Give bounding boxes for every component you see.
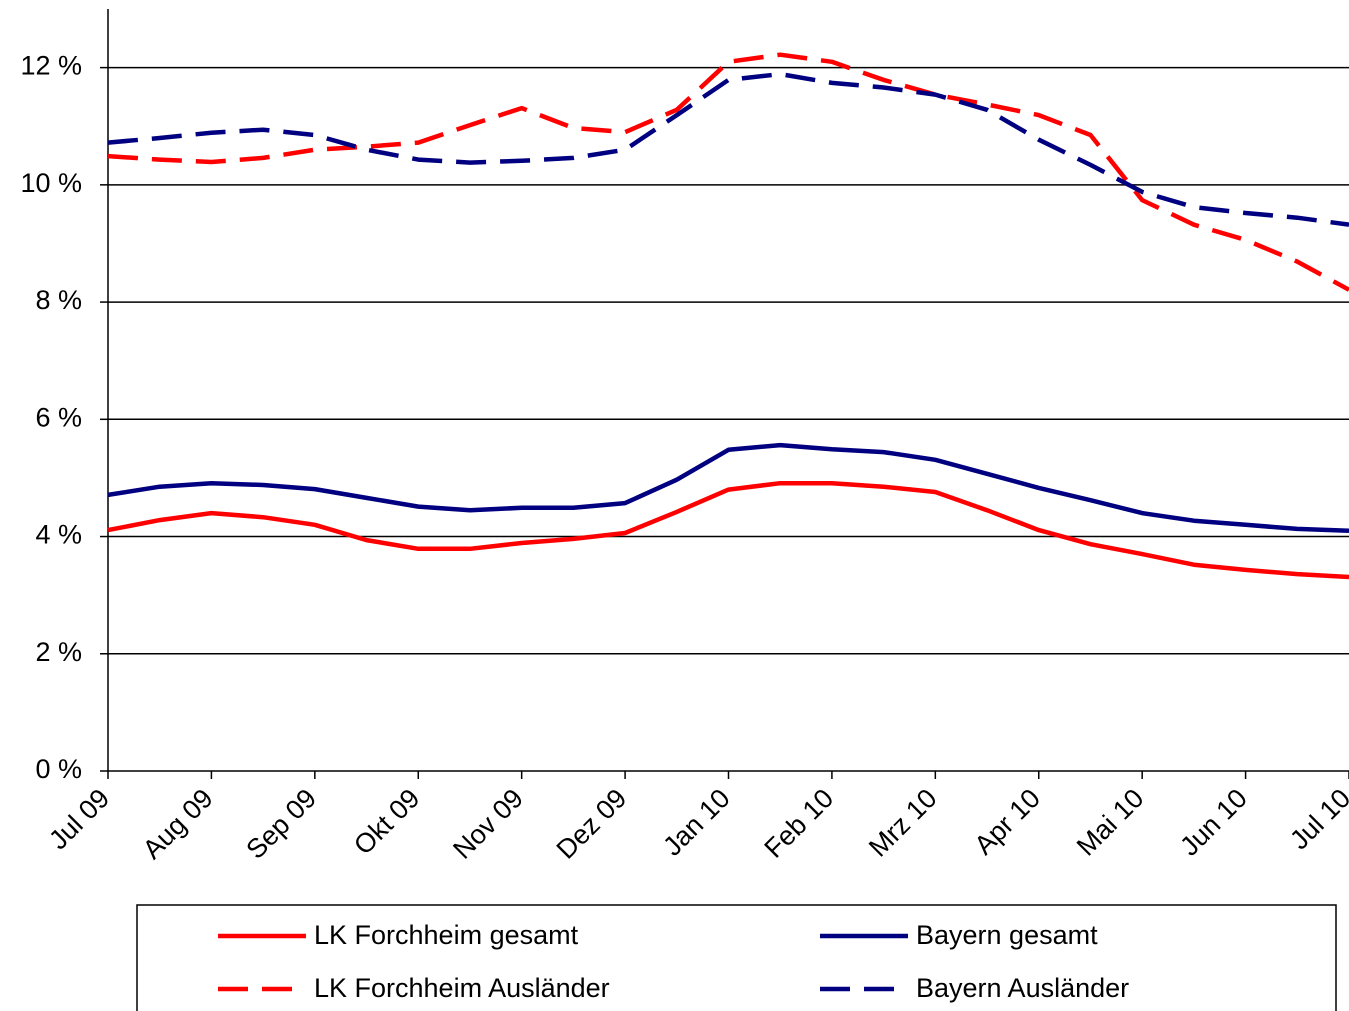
- x-tick-label: Sep 09: [240, 783, 322, 865]
- series-line: [107, 52, 1349, 292]
- x-tick-label: Feb 10: [759, 783, 840, 864]
- y-tick-label: 6 %: [35, 402, 82, 432]
- legend-label: LK Forchheim Ausländer: [314, 973, 610, 1003]
- legend-label: Bayern gesamt: [916, 920, 1098, 950]
- x-tick-label: Aug 09: [137, 783, 219, 865]
- y-tick-label: 12 %: [20, 51, 82, 81]
- y-tick-label: 8 %: [35, 285, 82, 315]
- x-tick-label: Mai 10: [1071, 783, 1150, 862]
- x-tick-label: Jan 10: [657, 783, 736, 862]
- x-tick-label: Mrz 10: [863, 783, 943, 863]
- series-line: [107, 442, 1349, 533]
- x-tick-label: Okt 09: [348, 783, 425, 860]
- y-tick-label: 4 %: [35, 520, 82, 550]
- series-line: [107, 480, 1349, 580]
- y-tick-label: 2 %: [35, 637, 82, 667]
- legend-label: LK Forchheim gesamt: [314, 920, 579, 950]
- legend-box: [136, 904, 1337, 1011]
- series-line: [107, 71, 1349, 227]
- y-tick-label: 0 %: [35, 754, 82, 784]
- legend-label: Bayern Ausländer: [916, 973, 1129, 1003]
- x-tick-label: Jun 10: [1174, 783, 1253, 862]
- x-tick-label: Jul 10: [1284, 783, 1349, 855]
- x-tick-label: Dez 09: [551, 783, 633, 865]
- x-tick-label: Nov 09: [447, 783, 529, 865]
- x-tick-label: Apr 10: [969, 783, 1046, 860]
- y-tick-label: 10 %: [20, 168, 82, 198]
- x-tick-label: Jul 09: [43, 783, 115, 855]
